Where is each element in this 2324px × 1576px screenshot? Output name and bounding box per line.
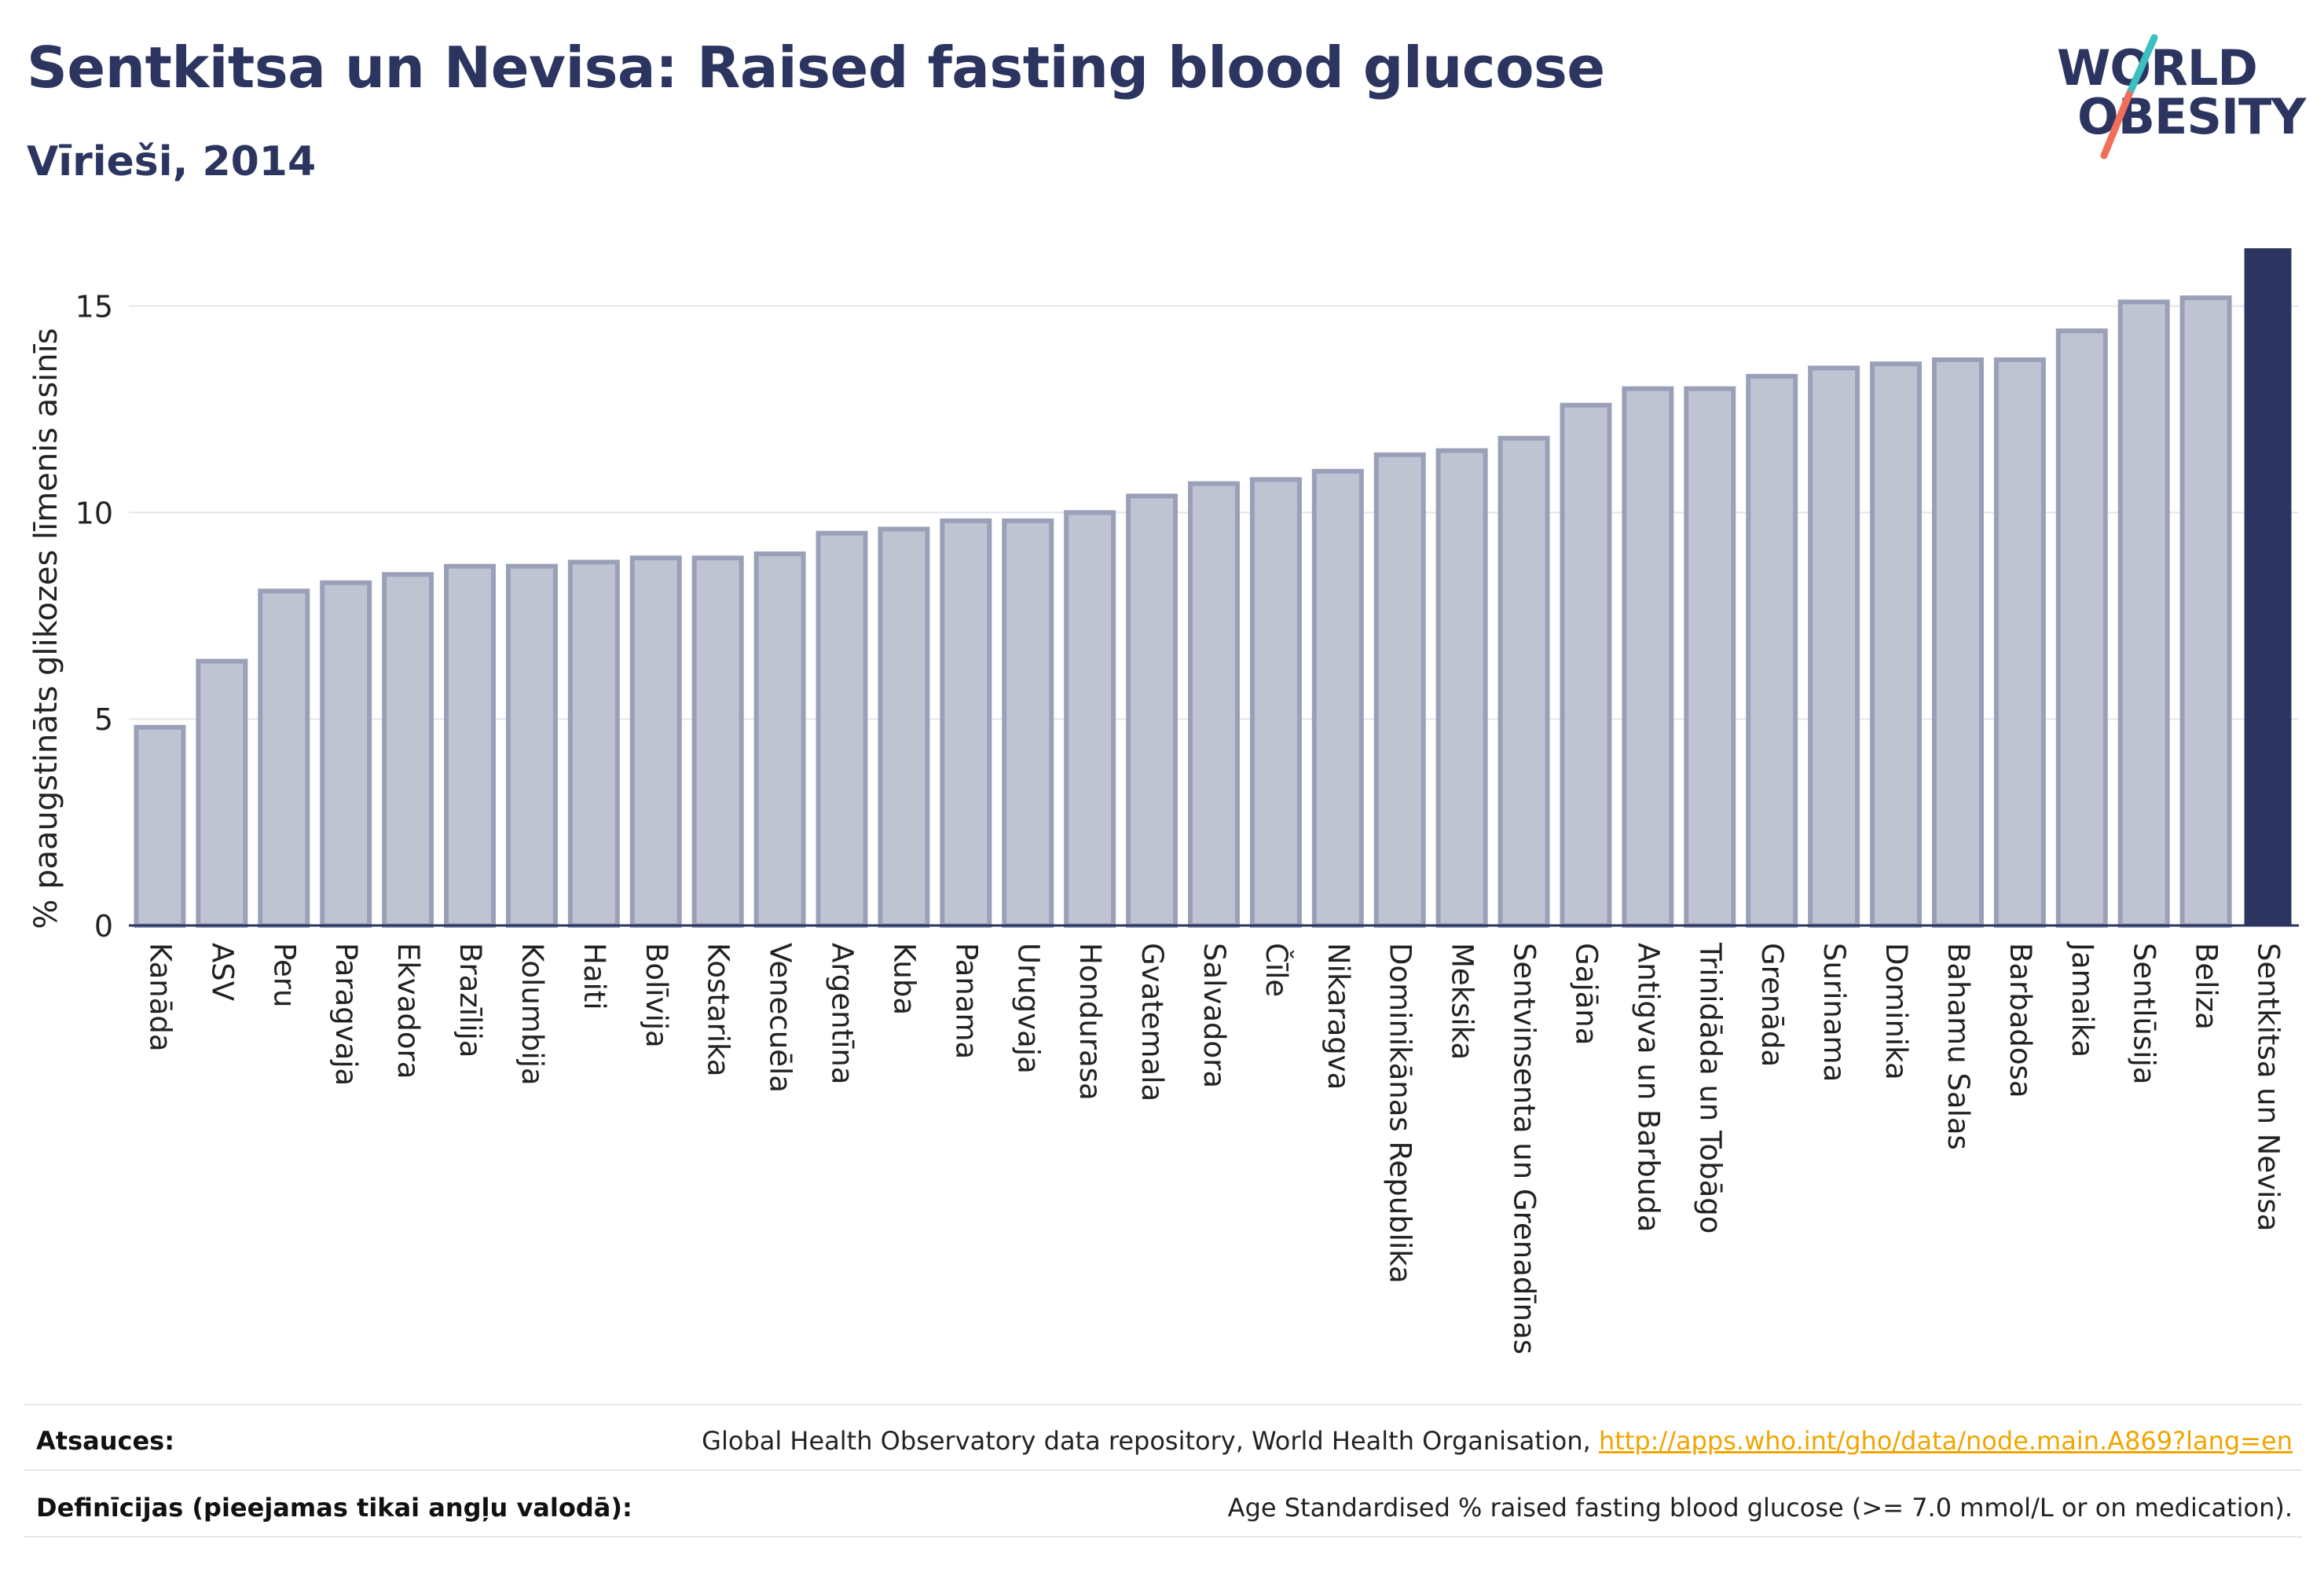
bar — [1311, 468, 1364, 928]
world-obesity-logo: WORLD OBESITY — [2057, 34, 2308, 159]
axis-layer: 0 5 10 15 Kanāda ASV Peru Paragvaja Ekvadora Braz… — [75, 290, 2299, 1354]
x-tick-label: Paragvaja — [329, 943, 363, 1086]
bar — [567, 559, 620, 929]
x-tick-label: Čīle — [1259, 943, 1294, 997]
bar — [382, 572, 434, 928]
bar — [940, 518, 992, 928]
x-tick-label: Peru — [267, 943, 301, 1007]
bar — [1622, 386, 1674, 928]
bar — [1870, 361, 1923, 929]
logo-line1: WORLD — [2057, 39, 2257, 97]
x-tick-label: Antigva un Barbuda — [1631, 943, 1665, 1232]
x-tick-label: Grenāda — [1755, 943, 1789, 1067]
y-tick-label: 0 — [94, 909, 113, 944]
footer-divider-bottom — [24, 1536, 2302, 1538]
chart-subtitle: Vīrieši, 2014 — [27, 138, 317, 185]
bar — [816, 530, 868, 928]
y-axis-label: % paaugstināts glikozes līmenis asinīs — [28, 328, 64, 929]
bar — [1993, 357, 2046, 929]
bar — [1746, 373, 1798, 928]
x-tick-label: Sentlūsija — [2128, 943, 2161, 1084]
x-tick-label: Bahamu Salas — [1941, 943, 1975, 1150]
y-tick-label: 5 — [94, 702, 113, 737]
definitions-label: Definīcijas (pieejamas tikai angļu valod… — [36, 1493, 632, 1523]
definitions-value: Age Standardised % raised fasting blood … — [1227, 1493, 2293, 1523]
sources-label: Atsauces: — [36, 1426, 174, 1456]
bar — [134, 724, 186, 929]
x-tick-label: Urugvaja — [1011, 943, 1045, 1074]
bar — [1435, 448, 1488, 928]
bar-chart: 0 5 10 15 Kanāda ASV Peru Paragvaja Ekvadora Braz… — [28, 248, 2299, 1354]
bar — [878, 526, 930, 928]
bar — [505, 563, 558, 928]
x-tick-label: Surinama — [1817, 943, 1851, 1082]
y-tick-label: 10 — [75, 496, 113, 530]
logo-slash-teal — [2125, 34, 2158, 98]
x-tick-label: Trinidāda un Tobāgo — [1693, 942, 1727, 1233]
bar — [444, 563, 497, 928]
x-tick-label: Brazīlija — [453, 943, 487, 1057]
bar — [1064, 510, 1116, 928]
x-tick-label: Salvadora — [1197, 943, 1231, 1088]
x-tick-label: Hondurasa — [1073, 943, 1107, 1101]
x-tick-label: Kuba — [887, 943, 921, 1015]
x-tick-label: Barbadosa — [2003, 943, 2037, 1098]
bar — [753, 551, 806, 928]
x-tick-label: Beliza — [2190, 943, 2223, 1030]
bar — [1684, 386, 1736, 928]
x-tick-label: Dominika — [1879, 943, 1913, 1080]
bar-layer — [134, 248, 2292, 929]
bar — [320, 580, 372, 928]
x-tick-label: Meksika — [1446, 943, 1479, 1060]
x-tick-label: Argentīna — [826, 943, 860, 1084]
y-tick-label: 15 — [75, 290, 113, 324]
bar — [1808, 365, 1860, 928]
x-tick-label: Kostarika — [702, 943, 735, 1076]
x-tick-label: Gajāna — [1569, 943, 1603, 1045]
bar — [196, 658, 248, 928]
x-tick-label: Nikaragva — [1321, 943, 1355, 1090]
chart-title: Sentkitsa un Nevisa: Raised fasting bloo… — [27, 35, 1605, 101]
bar — [629, 555, 682, 929]
x-tick-label: Dominikānas Republika — [1384, 943, 1417, 1284]
bar — [1931, 357, 1984, 929]
x-tick-label: Ekvadora — [391, 943, 425, 1079]
sources-text: Global Health Observatory data repositor… — [702, 1426, 1599, 1456]
bar — [1497, 435, 1550, 928]
footer-divider-middle — [24, 1469, 2302, 1471]
sources-link[interactable]: http://apps.who.int/gho/data/node.main.A… — [1598, 1426, 2293, 1456]
bar — [258, 588, 310, 928]
bar — [1126, 493, 1178, 928]
x-tick-label: Sentkitsa un Nevisa — [2252, 943, 2286, 1231]
bar — [2244, 248, 2292, 925]
bar — [691, 555, 744, 929]
bar — [1560, 402, 1612, 928]
sources-value: Global Health Observatory data repositor… — [702, 1426, 2293, 1456]
x-tick-label: Haiti — [577, 943, 611, 1010]
x-tick-label: Bolīvija — [640, 943, 673, 1048]
bar — [2179, 295, 2232, 928]
x-tick-label: ASV — [205, 943, 239, 1001]
bar — [1249, 477, 1302, 928]
bar — [1002, 518, 1054, 928]
x-tick-label: Jamaika — [2066, 941, 2099, 1057]
x-tick-label: Kanāda — [143, 943, 177, 1052]
x-tick-label: Gvatemala — [1135, 943, 1169, 1101]
x-tick-label: Sentvinsenta un Grenadīnas — [1508, 943, 1541, 1354]
x-tick-label: Kolumbija — [515, 943, 549, 1086]
logo-slash-coral — [2100, 90, 2133, 159]
bar — [2055, 328, 2108, 928]
bar — [1373, 452, 1426, 928]
bar — [2117, 299, 2170, 928]
bar — [1188, 481, 1240, 928]
footer-divider-top — [24, 1404, 2302, 1406]
x-tick-label: Panama — [949, 943, 983, 1059]
x-tick-label: Venecuēla — [764, 943, 797, 1093]
